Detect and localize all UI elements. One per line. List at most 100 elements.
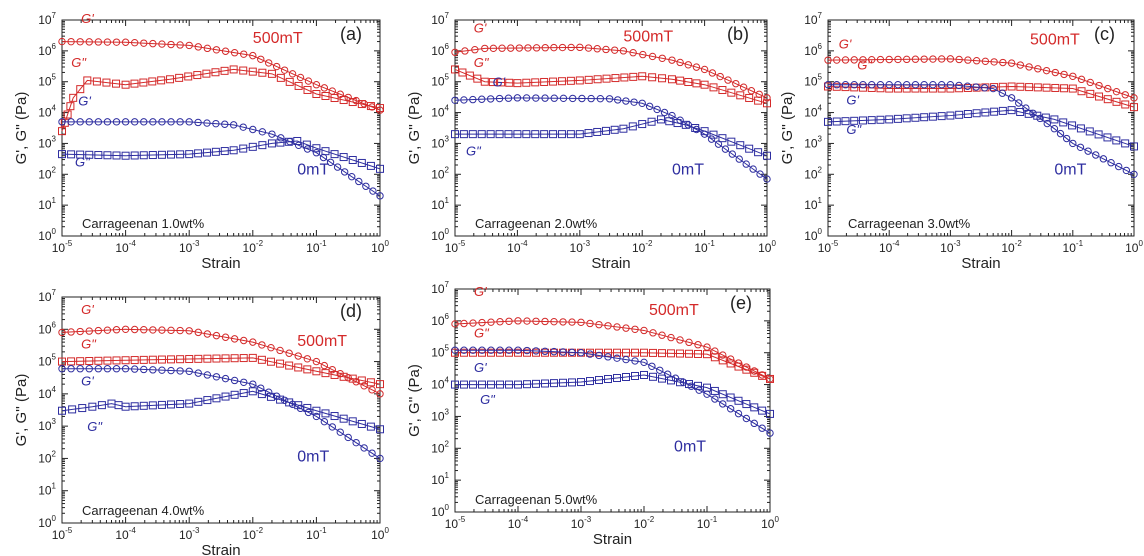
data-point-square <box>221 354 230 363</box>
modulus-label: G" <box>474 326 490 341</box>
data-point-circle <box>640 326 648 335</box>
data-point-square <box>531 78 540 87</box>
data-point-square <box>601 126 610 135</box>
data-point-square <box>194 354 203 363</box>
data-point-square <box>497 78 506 87</box>
data-point-circle <box>76 365 84 373</box>
data-point-square <box>656 115 665 124</box>
data-point-circle <box>336 428 344 436</box>
data-point-square <box>1077 87 1086 96</box>
data-point-circle <box>167 326 175 335</box>
data-point-square <box>745 93 754 102</box>
data-point-circle <box>94 118 103 126</box>
data-point-circle <box>67 37 75 46</box>
data-point-circle <box>1016 61 1025 69</box>
data-point-square <box>1041 113 1050 122</box>
data-point-circle <box>460 96 468 104</box>
data-point-circle <box>185 41 193 50</box>
data-point-square <box>1130 142 1138 151</box>
data-point-square <box>631 371 639 380</box>
data-point-square <box>496 348 504 357</box>
data-point-circle <box>505 317 513 325</box>
data-point-circle <box>604 322 612 330</box>
data-point-circle <box>859 81 867 89</box>
x-tick-label: 10-1 <box>697 515 718 531</box>
data-point-circle <box>130 39 139 47</box>
data-point-square <box>167 400 176 409</box>
data-point-square <box>312 367 321 376</box>
data-point-circle <box>707 135 716 143</box>
data-point-square <box>330 94 339 103</box>
data-point-circle <box>194 369 202 377</box>
data-point-circle <box>496 346 504 354</box>
data-point-circle <box>469 319 477 327</box>
series-line-1 <box>454 68 768 104</box>
data-point-square <box>541 379 549 388</box>
y-tick-label: 107 <box>431 11 449 27</box>
data-point-circle <box>504 94 513 102</box>
data-point-square <box>303 365 312 374</box>
data-point-circle <box>756 170 764 178</box>
data-point-square <box>709 83 718 92</box>
data-point-square <box>85 356 94 365</box>
data-point-circle <box>121 38 130 46</box>
data-point-square <box>166 75 175 84</box>
data-point-square <box>339 414 348 423</box>
data-point-square <box>88 402 97 411</box>
panel-a: 10-5 10-4 10-3 10-2 10-1 100 100 101 102 103 104 10… <box>13 11 389 272</box>
data-point-circle <box>304 408 313 417</box>
data-point-square <box>676 378 684 387</box>
data-point-circle <box>368 386 376 394</box>
data-point-circle <box>328 423 336 431</box>
y-tick-label: 103 <box>431 134 449 150</box>
data-point-circle <box>85 118 93 126</box>
data-point-square <box>468 130 477 139</box>
data-point-circle <box>249 338 257 346</box>
data-point-circle <box>496 318 504 326</box>
data-point-square <box>239 66 248 75</box>
data-point-circle <box>1050 125 1059 133</box>
data-point-circle <box>176 367 184 375</box>
data-point-square <box>758 371 767 380</box>
data-point-circle <box>1056 129 1065 138</box>
y-tick-label: 104 <box>38 385 56 401</box>
x-tick-label: 10-2 <box>632 239 653 255</box>
y-tick-label: 101 <box>431 471 449 487</box>
data-point-square <box>366 422 375 431</box>
data-point-circle <box>742 414 751 423</box>
data-point-square <box>727 88 736 97</box>
data-point-circle <box>312 412 321 421</box>
x-tick-label: 10-1 <box>694 239 715 255</box>
data-point-square <box>963 110 972 119</box>
data-point-circle <box>929 55 937 63</box>
data-point-square <box>928 112 937 121</box>
data-point-square <box>112 79 121 88</box>
data-point-circle <box>320 417 329 426</box>
y-axis-title: G', G'' (Pa) <box>13 92 30 165</box>
data-point-circle <box>258 341 266 349</box>
y-tick-label: 100 <box>38 227 56 243</box>
data-point-circle <box>140 118 148 126</box>
data-point-square <box>876 115 885 124</box>
data-point-square <box>858 116 867 125</box>
y-tick-label: 104 <box>38 104 56 120</box>
data-point-square <box>559 378 567 387</box>
data-point-circle <box>732 79 740 88</box>
data-point-circle <box>656 366 664 374</box>
data-point-circle <box>249 125 257 134</box>
data-point-circle <box>506 44 515 52</box>
data-point-circle <box>595 320 603 329</box>
data-point-square <box>638 120 647 129</box>
data-point-circle <box>185 327 193 335</box>
modulus-label: G' <box>81 374 94 389</box>
data-point-square <box>858 83 867 92</box>
field-label: 0mT <box>297 449 329 466</box>
data-point-square <box>212 354 221 363</box>
data-point-circle <box>1036 114 1044 123</box>
data-point-square <box>640 348 648 357</box>
data-point-circle <box>1130 170 1138 178</box>
data-point-circle <box>648 52 657 61</box>
data-point-circle <box>212 46 221 54</box>
data-point-square <box>469 380 477 389</box>
data-point-square <box>763 151 771 160</box>
